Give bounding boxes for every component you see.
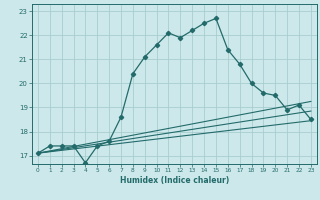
X-axis label: Humidex (Indice chaleur): Humidex (Indice chaleur) [120, 176, 229, 185]
